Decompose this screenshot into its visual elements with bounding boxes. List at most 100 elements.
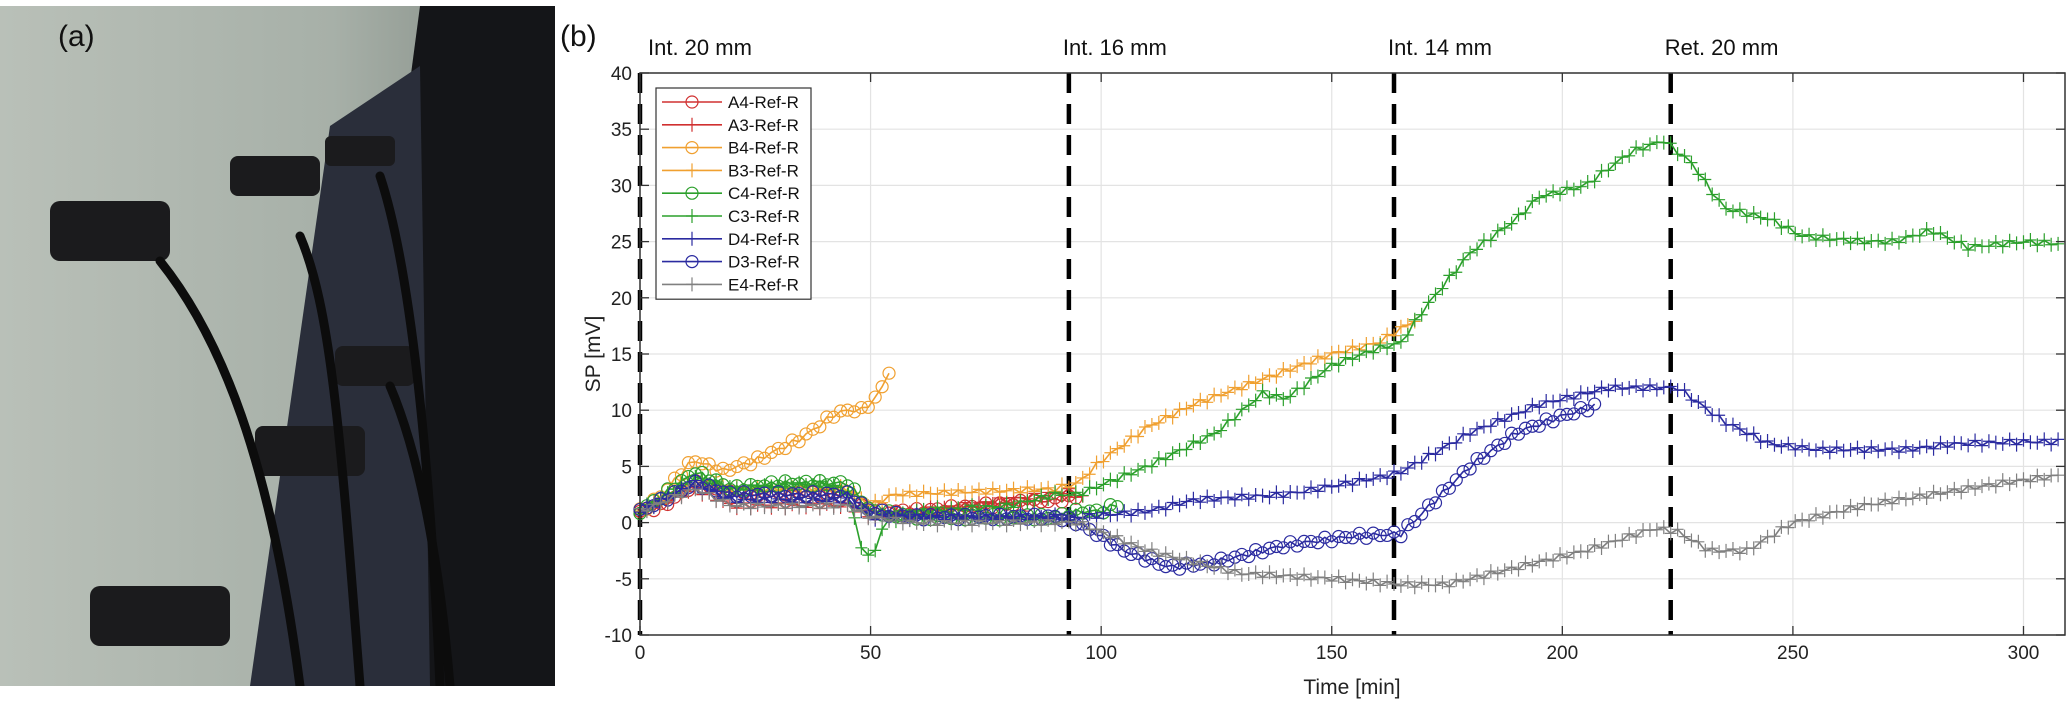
data-point-marker (2052, 236, 2065, 251)
data-point-marker (1484, 419, 1497, 434)
data-point-marker (1512, 405, 1525, 420)
data-point-marker (1581, 404, 1595, 418)
data-point-marker (1699, 400, 1712, 415)
data-point-marker (1726, 542, 1739, 557)
data-point-marker (681, 456, 696, 470)
data-point-marker (910, 515, 923, 530)
data-point-marker (1512, 562, 1525, 577)
data-point-marker (1560, 180, 1573, 195)
legend-marker (686, 277, 698, 292)
data-point-marker (806, 497, 819, 512)
data-point-marker (1567, 391, 1580, 406)
data-point-marker (1443, 579, 1456, 594)
data-point-marker (1532, 419, 1546, 433)
data-point-marker (1159, 560, 1173, 574)
data-point-marker (1270, 387, 1283, 402)
panel-a-label: (a) (58, 20, 95, 53)
data-point-marker (917, 517, 930, 532)
data-point-marker (1464, 428, 1477, 443)
data-point-marker (1567, 545, 1580, 560)
data-point-marker (786, 496, 799, 511)
data-point-marker (1373, 528, 1387, 543)
legend-entry: E4-Ref-R (728, 275, 799, 294)
data-point-marker (1097, 505, 1110, 520)
data-point-marker (1401, 327, 1414, 342)
data-point-marker (695, 457, 709, 471)
data-point-marker (1138, 459, 1151, 474)
data-point-marker (1401, 518, 1415, 532)
y-tick-label: 35 (611, 120, 632, 141)
data-point-marker (1699, 172, 1712, 187)
data-point-marker (1367, 471, 1380, 486)
data-point-marker (1775, 519, 1788, 534)
data-point-marker (1208, 560, 1221, 575)
data-point-marker (1554, 187, 1567, 202)
data-point-marker (1540, 393, 1553, 408)
data-point-marker (1623, 380, 1636, 395)
data-point-marker (1498, 221, 1511, 236)
data-point-marker (1311, 349, 1324, 364)
data-point-marker (1519, 404, 1532, 419)
data-point-marker (1595, 541, 1608, 556)
data-point-marker (1062, 488, 1075, 503)
data-point-marker (1388, 336, 1400, 351)
data-point-marker (1733, 422, 1746, 437)
data-point-marker (1505, 560, 1518, 575)
data-point-marker (1560, 407, 1574, 421)
data-point-marker (1927, 227, 1940, 242)
data-point-marker (1173, 498, 1186, 513)
legend-entry: D3-Ref-R (728, 253, 800, 272)
data-point-marker (1194, 436, 1207, 451)
data-point-marker (1602, 534, 1615, 549)
data-point-marker (1609, 156, 1622, 171)
data-point-marker (1305, 480, 1317, 495)
data-point-marker (1989, 479, 2002, 494)
series-line (639, 403, 1596, 571)
data-point-marker (1298, 567, 1311, 582)
data-point-marker (1699, 543, 1712, 558)
data-point-marker (1381, 327, 1394, 342)
data-point-marker (1844, 236, 1857, 251)
data-point-marker (1166, 495, 1179, 510)
data-point-marker (654, 495, 667, 510)
data-point-marker (1657, 380, 1670, 395)
data-point-marker (1145, 542, 1158, 557)
data-point-marker (1796, 438, 1809, 453)
data-point-marker (1332, 344, 1345, 359)
data-point-marker (1574, 400, 1588, 415)
data-point-marker (1969, 482, 1982, 497)
data-point-marker (2031, 468, 2044, 483)
data-point-marker (750, 450, 765, 464)
data-point-marker (1574, 179, 1587, 194)
data-point-marker (1526, 397, 1539, 412)
data-point-marker (1782, 436, 1795, 451)
data-point-marker (1754, 210, 1767, 225)
data-point-marker (772, 496, 785, 511)
data-point-marker (1381, 574, 1394, 589)
data-point-marker (1505, 407, 1518, 422)
data-point-marker (1955, 485, 1968, 500)
data-point-marker (1982, 434, 1995, 449)
data-point-marker (1657, 520, 1670, 535)
y-tick-label: 15 (611, 345, 632, 366)
data-point-marker (1208, 387, 1221, 402)
data-point-marker (1007, 500, 1020, 515)
data-point-marker (876, 495, 889, 510)
data-point-marker (2024, 474, 2037, 489)
data-point-marker (2003, 233, 2016, 248)
data-point-marker (1533, 190, 1546, 205)
data-point-marker (1429, 287, 1442, 302)
data-point-marker (1152, 450, 1165, 465)
data-point-marker (1408, 580, 1421, 595)
data-point-marker (1713, 192, 1726, 207)
data-point-marker (1021, 515, 1034, 530)
data-point-marker (1000, 483, 1013, 498)
y-tick-label: 30 (611, 176, 632, 197)
data-point-marker (1637, 383, 1650, 398)
data-point-marker (1761, 434, 1774, 449)
data-point-marker (1858, 496, 1871, 511)
data-point-marker (2003, 477, 2016, 492)
data-point-marker (1277, 490, 1290, 505)
data-point-marker (1305, 371, 1317, 386)
data-point-marker (1823, 233, 1836, 248)
